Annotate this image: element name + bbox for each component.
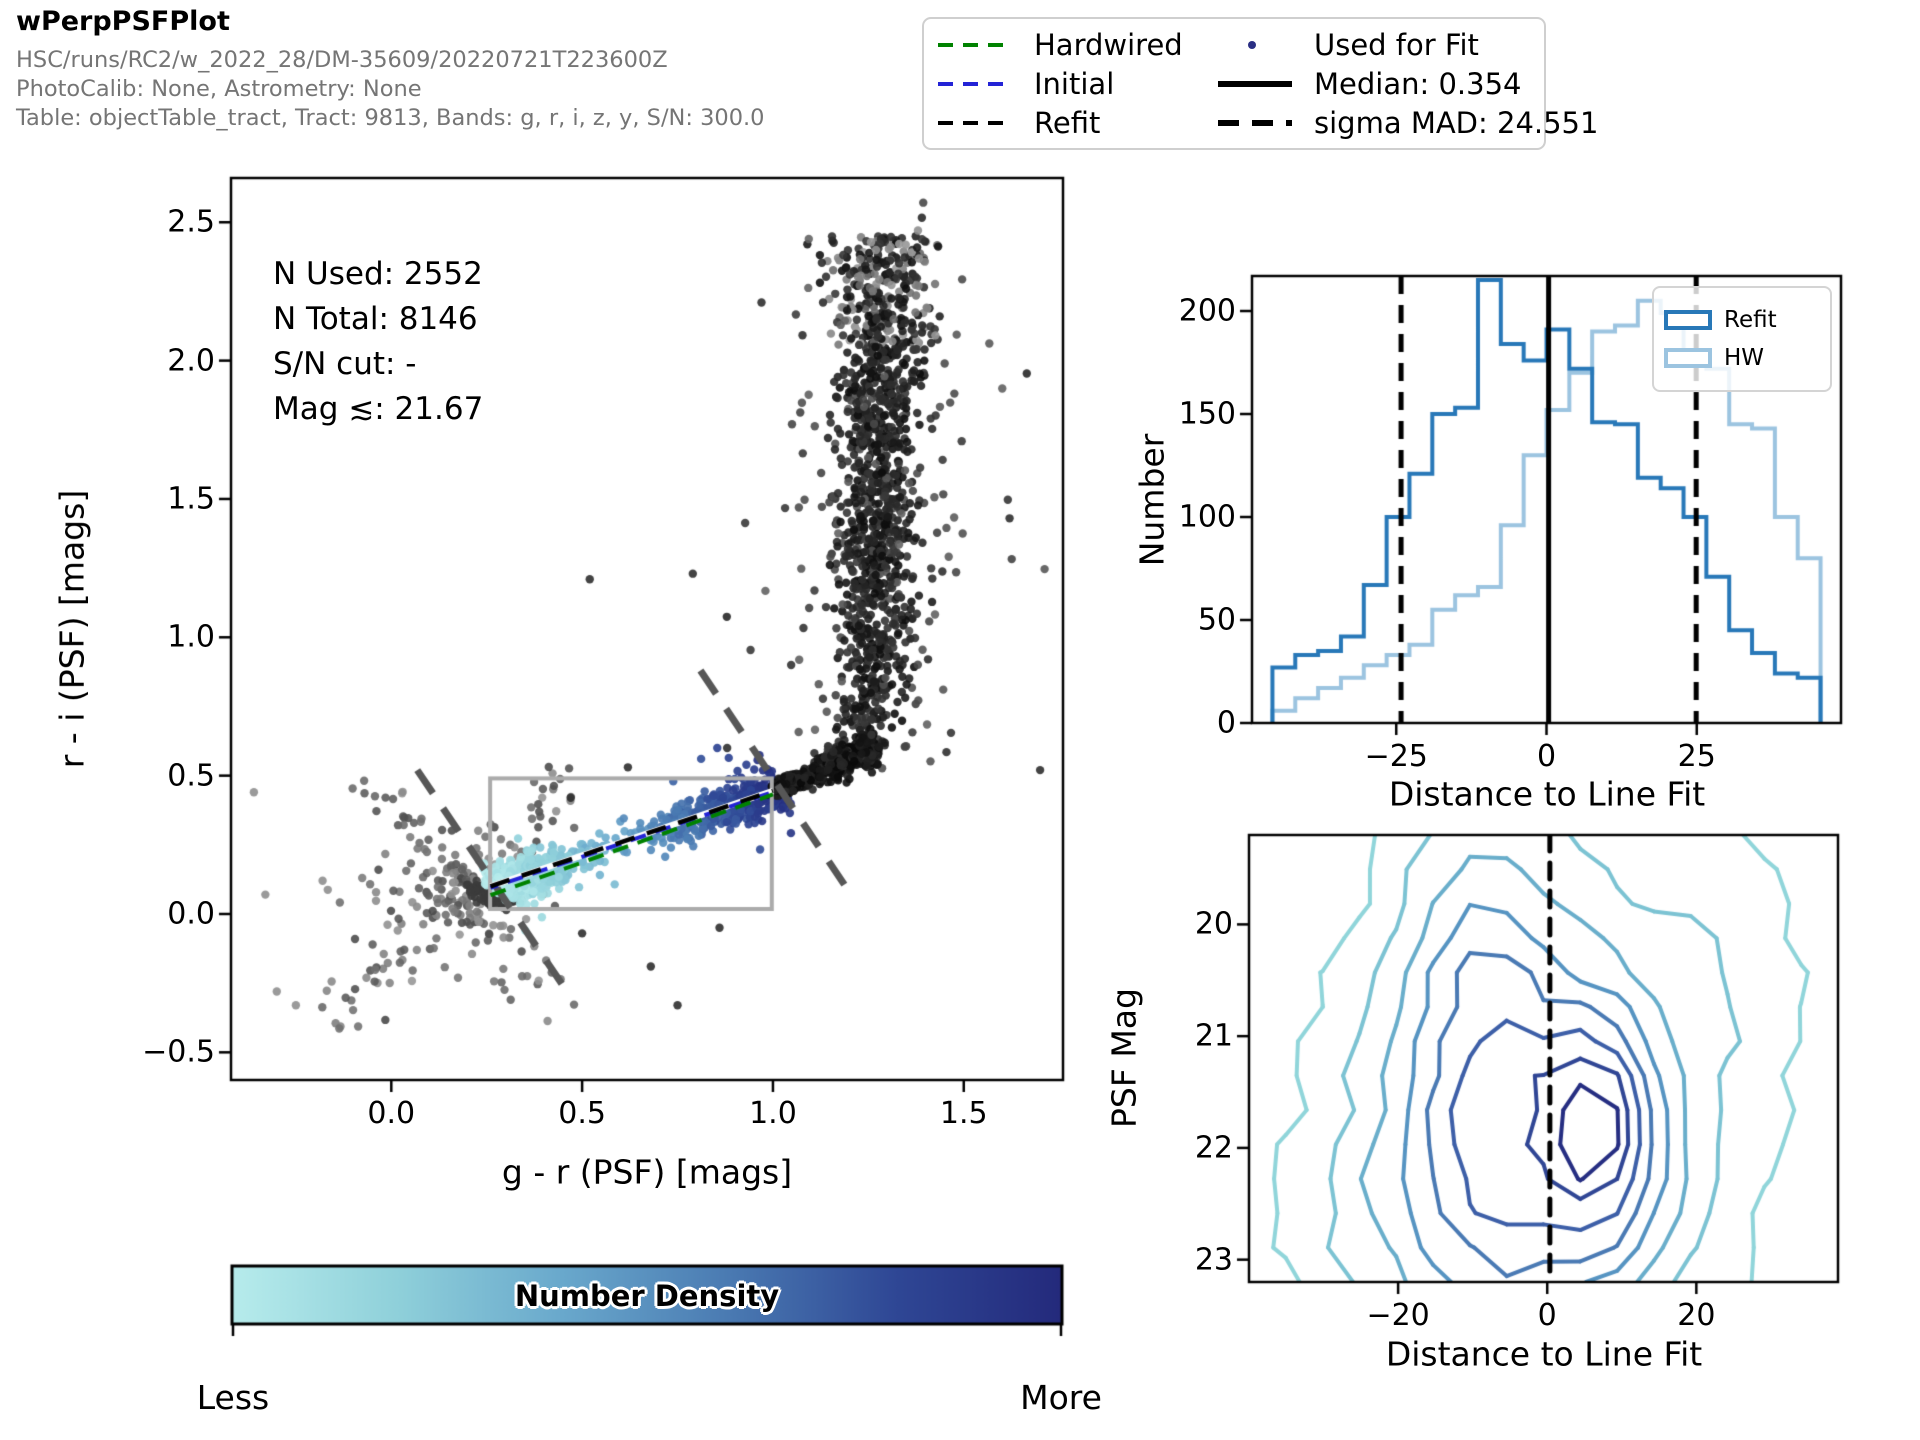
contour-x-tick-label: 20: [1677, 1298, 1716, 1333]
hist-y-tick-label: 150: [1178, 396, 1236, 432]
main-x-tick-label: 1.0: [749, 1096, 797, 1131]
used-for-fit-dot-icon: [1218, 40, 1314, 49]
main-y-tick-label: 2.0: [167, 343, 215, 379]
hist-legend: Refit HW: [1652, 286, 1832, 392]
legend-label-median: Median: 0.354: [1314, 66, 1522, 101]
hist-y-tick-label: 0: [1216, 705, 1236, 741]
n-used-text: N Used: 2552: [273, 256, 483, 292]
fit-legend: Hardwired Used for Fit Initial Median: 0…: [922, 17, 1598, 150]
hist-yaxis-label: Number: [1132, 433, 1172, 567]
sn-cut-text: S/N cut: -: [273, 346, 417, 382]
contour-y-tick-label: 20: [1194, 906, 1233, 942]
hist-legend-row-hw: HW: [1664, 345, 1820, 371]
hist-legend-row-refit: Refit: [1664, 307, 1820, 333]
hist-x-tick-label: 0: [1536, 739, 1557, 774]
header-subtitle: HSC/runs/RC2/w_2022_28/DM-35609/20220721…: [16, 46, 765, 133]
contour-yaxis-label: PSF Mag: [1104, 988, 1144, 1128]
refit-line-icon: [938, 120, 1034, 125]
hist-legend-label-hw: HW: [1724, 345, 1765, 371]
colorbar-title: Number Density: [514, 1279, 780, 1313]
refit-swatch-icon: [1664, 310, 1712, 330]
main-yaxis-label: r - i (PSF) [mags]: [52, 489, 92, 769]
run-collection: HSC/runs/RC2/w_2022_28/DM-35609/20220721…: [16, 47, 668, 73]
legend-label-initial: Initial: [1034, 66, 1115, 101]
n-total-text: N Total: 8146: [273, 301, 478, 337]
main-x-tick-label: 0.5: [558, 1096, 606, 1131]
legend-label-used-for-fit: Used for Fit: [1314, 27, 1479, 62]
hardwired-line-icon: [938, 42, 1034, 47]
colorbar-more-label: More: [1020, 1378, 1102, 1417]
initial-line-icon: [938, 81, 1034, 86]
contour-y-tick-label: 21: [1194, 1018, 1233, 1054]
sigma-mad-line-icon: [1218, 119, 1314, 126]
calib-info: PhotoCalib: None, Astrometry: None: [16, 76, 422, 102]
main-xaxis-label: g - r (PSF) [mags]: [501, 1152, 793, 1192]
hw-swatch-icon: [1664, 348, 1712, 368]
contour-xaxis-label: Distance to Line Fit: [1385, 1334, 1703, 1374]
main-y-tick-label: −0.5: [142, 1034, 215, 1070]
hist-y-tick-label: 100: [1178, 499, 1236, 535]
main-x-tick-label: 1.5: [939, 1096, 988, 1131]
hist-x-tick-label: −25: [1364, 739, 1428, 774]
page-title: wPerpPSFPlot: [16, 6, 230, 37]
main-y-tick-label: 1.5: [167, 481, 215, 517]
hist-legend-label-refit: Refit: [1724, 307, 1777, 333]
legend-label-hardwired: Hardwired: [1034, 27, 1183, 62]
hist-y-tick-label: 50: [1197, 602, 1236, 638]
colorbar-less-label: Less: [196, 1378, 270, 1417]
main-x-tick-label: 0.0: [367, 1096, 416, 1131]
hist-xaxis-label: Distance to Line Fit: [1388, 774, 1706, 814]
fit-stats-annotation: N Used: 2552 N Total: 8146 S/N cut: - Ma…: [273, 252, 483, 432]
contour-y-tick-label: 23: [1194, 1242, 1233, 1278]
main-y-tick-label: 2.5: [167, 204, 215, 240]
main-y-tick-label: 0.0: [167, 896, 215, 932]
main-y-tick-label: 1.0: [167, 619, 215, 655]
contour-y-tick-label: 22: [1194, 1130, 1233, 1166]
hist-y-tick-label: 200: [1178, 293, 1236, 329]
median-line-icon: [1218, 80, 1314, 87]
legend-label-sigma-mad: sigma MAD: 24.551: [1314, 105, 1599, 140]
main-y-tick-label: 0.5: [167, 758, 215, 794]
mag-limit-text: Mag ≲: 21.67: [273, 391, 484, 427]
legend-label-refit: Refit: [1034, 105, 1101, 140]
hist-x-tick-label: 25: [1677, 739, 1716, 774]
table-info: Table: objectTable_tract, Tract: 9813, B…: [16, 105, 765, 131]
contour-x-tick-label: −20: [1366, 1298, 1430, 1333]
contour-x-tick-label: 0: [1537, 1298, 1557, 1333]
